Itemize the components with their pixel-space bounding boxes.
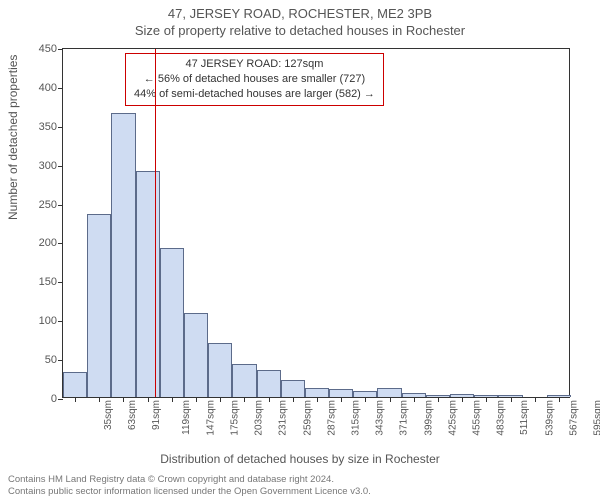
x-tick-label: 231sqm bbox=[276, 400, 289, 436]
x-tick-label: 315sqm bbox=[349, 400, 362, 436]
histogram-bar bbox=[377, 388, 401, 397]
x-tick-mark bbox=[511, 397, 512, 402]
y-tick-mark bbox=[58, 49, 63, 50]
histogram-bar bbox=[184, 313, 208, 397]
x-tick-mark bbox=[99, 397, 100, 402]
x-tick-label: 595sqm bbox=[590, 400, 600, 436]
x-tick-mark bbox=[172, 397, 173, 402]
x-tick-mark bbox=[365, 397, 366, 402]
y-tick-mark bbox=[58, 205, 63, 206]
y-tick-mark bbox=[58, 360, 63, 361]
histogram-bar bbox=[281, 380, 305, 397]
x-tick-mark bbox=[559, 397, 560, 402]
x-tick-label: 343sqm bbox=[373, 400, 386, 436]
annotation-line-3: 44% of semi-detached houses are larger (… bbox=[134, 87, 375, 102]
histogram-bar bbox=[160, 248, 184, 397]
x-tick-mark bbox=[535, 397, 536, 402]
x-tick-mark bbox=[341, 397, 342, 402]
title-address: 47, JERSEY ROAD, ROCHESTER, ME2 3PB bbox=[0, 0, 600, 21]
x-tick-label: 175sqm bbox=[228, 400, 241, 436]
x-tick-mark bbox=[390, 397, 391, 402]
plot-area: 47 JERSEY ROAD: 127sqm ← 56% of detached… bbox=[62, 48, 570, 398]
x-tick-mark bbox=[220, 397, 221, 402]
x-tick-label: 371sqm bbox=[397, 400, 410, 436]
y-tick-mark bbox=[58, 399, 63, 400]
x-tick-mark bbox=[75, 397, 76, 402]
histogram-bar bbox=[63, 372, 87, 397]
annotation-line-1: 47 JERSEY ROAD: 127sqm bbox=[134, 57, 375, 72]
x-axis-label: Distribution of detached houses by size … bbox=[0, 452, 600, 466]
y-tick-mark bbox=[58, 282, 63, 283]
annotation-line-2: ← 56% of detached houses are smaller (72… bbox=[134, 72, 375, 87]
x-tick-mark bbox=[414, 397, 415, 402]
x-tick-mark bbox=[123, 397, 124, 402]
x-tick-label: 425sqm bbox=[445, 400, 458, 436]
footer-credits: Contains HM Land Registry data © Crown c… bbox=[8, 474, 371, 498]
x-tick-label: 483sqm bbox=[494, 400, 507, 436]
y-tick-mark bbox=[58, 88, 63, 89]
y-axis-label: Number of detached properties bbox=[6, 55, 20, 220]
y-tick-mark bbox=[58, 127, 63, 128]
x-tick-label: 147sqm bbox=[203, 400, 216, 436]
x-tick-label: 259sqm bbox=[300, 400, 313, 436]
x-tick-label: 287sqm bbox=[324, 400, 337, 436]
x-tick-mark bbox=[293, 397, 294, 402]
x-tick-label: 203sqm bbox=[252, 400, 265, 436]
histogram-bar bbox=[208, 343, 232, 397]
footer-line-2: Contains public sector information licen… bbox=[8, 486, 371, 498]
x-tick-mark bbox=[148, 397, 149, 402]
x-tick-mark bbox=[244, 397, 245, 402]
x-tick-mark bbox=[462, 397, 463, 402]
x-tick-mark bbox=[486, 397, 487, 402]
y-tick-mark bbox=[58, 243, 63, 244]
histogram-bar bbox=[257, 370, 281, 397]
y-tick-mark bbox=[58, 321, 63, 322]
histogram-bar bbox=[111, 113, 135, 397]
histogram-bar bbox=[232, 364, 256, 397]
title-subtitle: Size of property relative to detached ho… bbox=[0, 21, 600, 38]
histogram-bar bbox=[305, 388, 329, 397]
x-tick-mark bbox=[317, 397, 318, 402]
histogram-bar bbox=[136, 171, 160, 397]
x-tick-mark bbox=[269, 397, 270, 402]
y-tick-mark bbox=[58, 166, 63, 167]
x-tick-mark bbox=[438, 397, 439, 402]
x-tick-mark bbox=[196, 397, 197, 402]
x-tick-label: 91sqm bbox=[149, 400, 162, 430]
marker-annotation: 47 JERSEY ROAD: 127sqm ← 56% of detached… bbox=[125, 53, 384, 106]
x-tick-label: 399sqm bbox=[421, 400, 434, 436]
x-tick-label: 63sqm bbox=[125, 400, 138, 430]
chart-container: 47, JERSEY ROAD, ROCHESTER, ME2 3PB Size… bbox=[0, 0, 600, 500]
x-tick-label: 511sqm bbox=[517, 400, 530, 435]
histogram-bar bbox=[329, 389, 353, 397]
x-tick-label: 539sqm bbox=[542, 400, 555, 436]
footer-line-1: Contains HM Land Registry data © Crown c… bbox=[8, 474, 371, 486]
histogram-bar bbox=[87, 214, 111, 397]
x-tick-label: 567sqm bbox=[566, 400, 579, 436]
x-tick-label: 119sqm bbox=[179, 400, 192, 435]
x-tick-label: 35sqm bbox=[101, 400, 114, 430]
marker-line bbox=[155, 49, 156, 397]
x-tick-label: 455sqm bbox=[470, 400, 483, 436]
